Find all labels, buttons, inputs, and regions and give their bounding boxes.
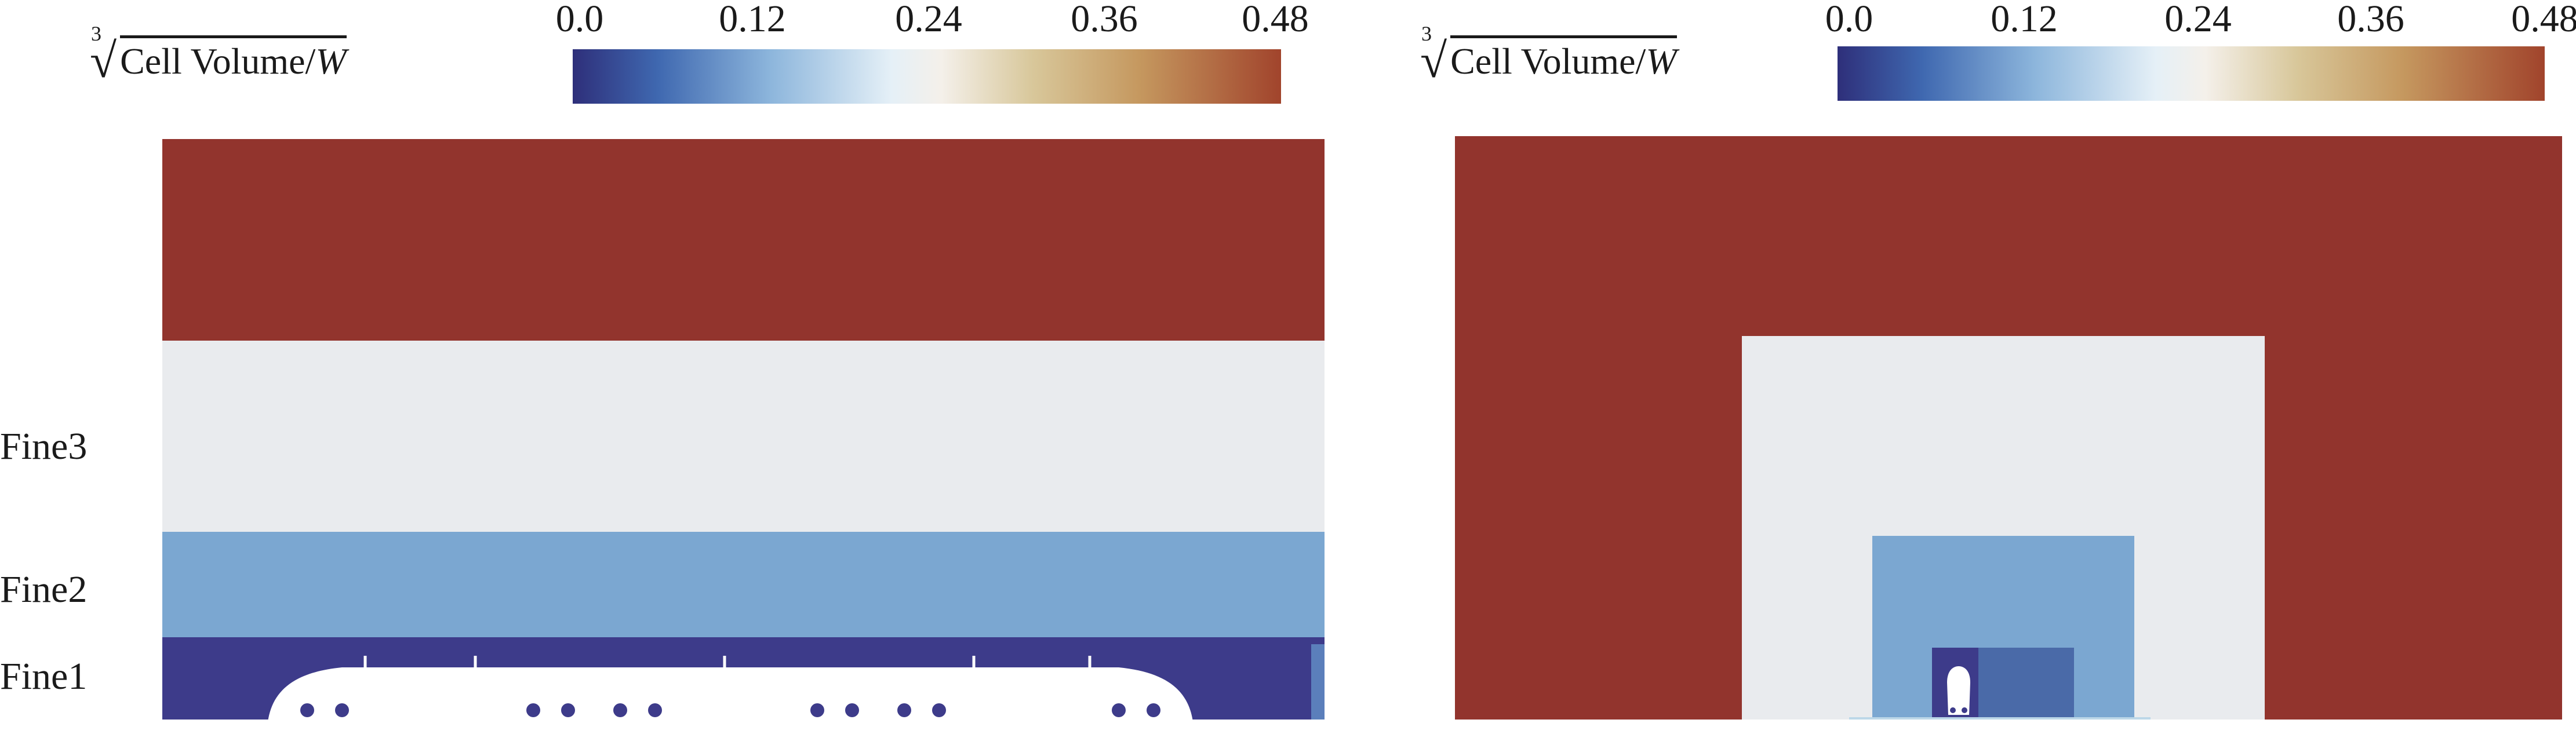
right-ground-line (1849, 717, 2151, 720)
right-radical-sign: √ (1420, 34, 1447, 88)
right-tick-0: 0.0 (1825, 0, 1873, 40)
left-tick-0: 0.0 (555, 0, 604, 40)
left-tick-3: 0.36 (1071, 0, 1138, 40)
right-root-index: 3 (1421, 22, 1432, 45)
right-unit-text: Cell Volume/ (1450, 41, 1646, 82)
right-colorbar (1838, 46, 2545, 101)
left-tick-4: 0.48 (1242, 0, 1309, 40)
right-tick-4: 0.48 (2511, 0, 2576, 40)
label-fine2: Fine2 (0, 568, 88, 611)
left-unit-text: Cell Volume/ (120, 41, 316, 82)
left-unit-var: W (315, 41, 347, 82)
right-tick-2: 0.24 (2164, 0, 2232, 40)
right-tick-1: 0.12 (1991, 0, 2058, 40)
left-radical-sign: √ (90, 34, 117, 88)
left-fine1-edge (1311, 644, 1325, 720)
left-outer-zone (162, 139, 1325, 341)
left-fine3-zone (162, 341, 1325, 532)
train-cross-section (1947, 666, 1970, 715)
left-unit-label: 3 √Cell Volume/W (90, 23, 347, 86)
left-tick-1: 0.12 (719, 0, 786, 40)
label-fine1: Fine1 (0, 655, 88, 697)
label-fine3: Fine3 (0, 425, 88, 468)
left-tick-2: 0.24 (895, 0, 962, 40)
left-fine2-zone (162, 532, 1325, 637)
train-silhouette (268, 656, 1193, 722)
right-unit-var: W (1646, 41, 1677, 82)
left-root-index: 3 (91, 22, 101, 45)
left-colorbar (573, 49, 1281, 104)
right-tick-3: 0.36 (2337, 0, 2404, 40)
right-unit-label: 3 √Cell Volume/W (1420, 23, 1677, 86)
